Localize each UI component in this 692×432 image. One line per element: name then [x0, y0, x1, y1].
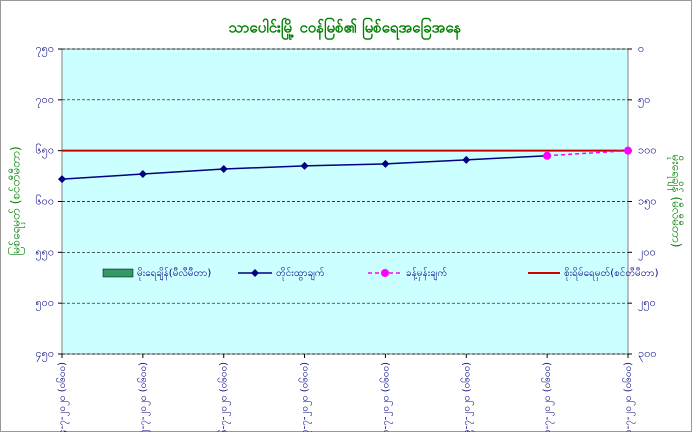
point: [381, 159, 390, 168]
point: [138, 170, 147, 179]
y2-tick-label: ၅၀: [638, 93, 650, 108]
point: [219, 164, 228, 173]
point: [543, 151, 552, 160]
x-tick-label: ၂၄-၇-၂၀၂၀ (၀၆၀၀): [55, 362, 70, 432]
y2-tick-label: ၁၀၀: [638, 144, 657, 157]
legend-marker: [381, 269, 389, 277]
x-tick-label: ၂၇-၇-၂၀၂၀ (၀၆၀၀): [298, 362, 313, 432]
point: [624, 146, 632, 155]
legend-label: စိုးရိမ်ရေမှတ်(စင်တီမီတာ): [564, 266, 659, 281]
y-tick-label: ၄၅၀: [35, 347, 54, 362]
legend-label: မိုးရေချိန်(မီလီမီတာ): [137, 266, 211, 281]
y-axis-label: မြစ်ရေမှတ် (စင်တီမီတာ): [7, 146, 26, 255]
y2-tick-label: ၁၅၀: [638, 195, 657, 210]
y-tick-label: ၆၅၀: [35, 144, 54, 159]
point: [462, 155, 471, 164]
legend-label: တိုင်းထွာချက်: [276, 266, 325, 281]
x-tick-label: ၃၀-၇-၂၀၂၀ (၀၆၀၀): [540, 362, 555, 432]
legend-swatch: [102, 268, 134, 278]
y2-axis-label: မိုးရေချိန် (မီလီမီတာ): [667, 155, 685, 248]
x-tick-label: ၂၆-၇-၂၀၂၀ (၀၆၀၀): [217, 362, 232, 432]
y-tick-label: ၆၀၀: [35, 195, 54, 208]
x-tick-label: ၂၅-၇-၂၀၂၀ (၀၆၀၀): [136, 362, 151, 432]
x-tick-label: ၃၁-၇-၂၀၂၀ (၀၆၀၀): [621, 362, 636, 432]
y-tick-label: ၇၅၀: [35, 42, 54, 57]
legend-marker: [251, 269, 259, 277]
y2-tick-label: ၂၅၀: [638, 296, 656, 311]
point: [58, 175, 66, 184]
y-tick-label: ၅၀၀: [35, 296, 54, 311]
point: [300, 161, 309, 170]
y-tick-label: ၅၅၀: [35, 245, 54, 260]
x-tick-label: ၂၉-၇-၂၀၂၀ (၀၆၀၀): [459, 362, 474, 432]
y2-tick-label: ၃၀၀: [638, 347, 657, 362]
legend-label: ခန့်မှန်းချက်: [406, 266, 447, 281]
y2-tick-label: ၀: [638, 42, 644, 55]
y2-tick-label: ၂၀၀: [638, 245, 656, 260]
x-tick-label: ၂၈-၇-၂၀၂၀ (၀၆၀၀): [378, 362, 393, 432]
y-tick-label: ၇၀၀: [35, 93, 54, 108]
